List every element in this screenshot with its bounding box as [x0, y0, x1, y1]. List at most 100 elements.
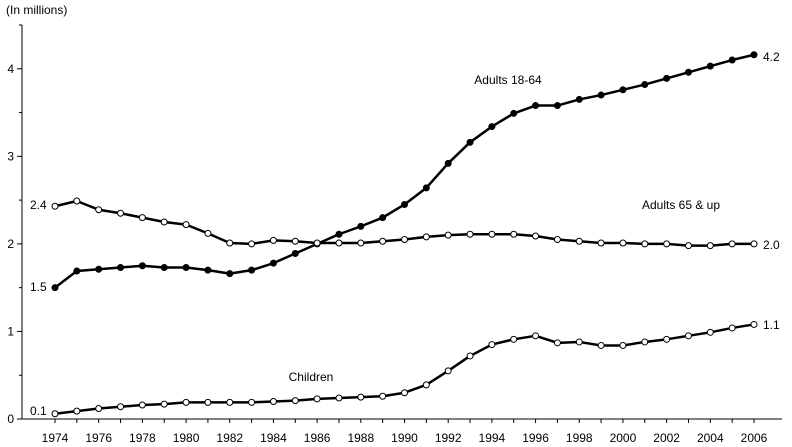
series-line-adults-18-64	[54, 53, 755, 289]
data-point-adults-65-up	[553, 236, 561, 244]
data-point-children	[553, 339, 561, 347]
y-tick-label: 1	[7, 324, 14, 338]
series-label-adults-18-64: Adults 18-64	[474, 73, 542, 87]
data-point-adults-65-up	[95, 206, 103, 214]
series-lines	[54, 53, 755, 415]
data-point-children	[269, 397, 277, 405]
tick-labels: 0 1 2 3 4 1974 1976 1978 1980 1982 1984 1986 1988 199…	[7, 62, 767, 445]
y-axis-label: (In millions)	[6, 3, 67, 17]
data-point-adults-18-64	[182, 264, 190, 272]
axes	[17, 24, 782, 423]
y-tick-label: 3	[7, 149, 14, 163]
data-point-adults-18-64	[138, 262, 146, 270]
data-point-adults-65-up	[488, 230, 496, 238]
x-tick-label: 1992	[435, 431, 462, 445]
data-point-children	[444, 367, 452, 375]
data-point-children	[532, 332, 540, 340]
data-point-adults-18-64	[204, 266, 212, 274]
data-point-adults-18-64	[684, 68, 692, 76]
x-tick-label: 1990	[391, 431, 418, 445]
data-point-adults-18-64	[488, 123, 496, 131]
data-point-adults-65-up	[619, 239, 627, 247]
end-value-label: 4.2	[763, 50, 780, 64]
data-point-adults-18-64	[575, 95, 583, 103]
x-tick-label: 1998	[566, 431, 593, 445]
data-point-adults-65-up	[728, 240, 736, 248]
x-tick-label: 1996	[522, 431, 549, 445]
data-point-adults-65-up	[510, 230, 518, 238]
data-point-adults-65-up	[379, 237, 387, 245]
x-tick-label: 1994	[479, 431, 506, 445]
data-point-adults-65-up	[160, 218, 168, 226]
data-point-adults-65-up	[182, 221, 190, 229]
data-point-adults-18-64	[291, 250, 299, 258]
x-tick-label: 2000	[610, 431, 637, 445]
data-point-children	[291, 397, 299, 405]
data-point-adults-18-64	[444, 159, 452, 167]
data-point-adults-18-64	[248, 266, 256, 274]
data-point-adults-65-up	[663, 240, 671, 248]
data-point-children	[95, 404, 103, 412]
series-line-children	[54, 323, 755, 415]
y-tick-label: 4	[7, 62, 14, 76]
data-point-adults-18-64	[597, 91, 605, 99]
data-point-children	[750, 320, 758, 328]
data-point-adults-65-up	[51, 202, 59, 210]
data-point-adults-65-up	[357, 239, 365, 247]
series-label-children: Children	[289, 370, 334, 384]
data-point-adults-65-up	[117, 209, 125, 217]
y-tick-label: 2	[7, 237, 14, 251]
data-point-adults-65-up	[291, 237, 299, 245]
data-point-adults-65-up	[575, 237, 583, 245]
series-markers	[51, 51, 758, 418]
data-point-children	[51, 410, 59, 418]
data-point-children	[619, 341, 627, 349]
data-point-adults-65-up	[226, 239, 234, 247]
data-point-adults-65-up	[248, 240, 256, 248]
data-point-adults-65-up	[138, 214, 146, 222]
data-point-adults-18-64	[553, 102, 561, 110]
data-point-children	[204, 398, 212, 406]
data-point-children	[684, 332, 692, 340]
series-label-adults-65-up: Adults 65 & up	[642, 198, 720, 212]
x-tick-label: 2006	[741, 431, 768, 445]
data-point-adults-65-up	[313, 239, 321, 247]
x-tick-label: 2004	[697, 431, 724, 445]
data-point-adults-18-64	[73, 267, 81, 275]
data-point-adults-65-up	[706, 242, 714, 250]
data-point-adults-65-up	[444, 231, 452, 239]
data-point-adults-65-up	[750, 240, 758, 248]
data-point-adults-18-64	[663, 74, 671, 82]
x-tick-label: 1988	[347, 431, 374, 445]
data-point-children	[422, 381, 430, 389]
data-point-children	[335, 394, 343, 402]
data-point-adults-18-64	[357, 222, 365, 230]
y-tick-label: 0	[7, 412, 14, 426]
data-point-children	[488, 341, 496, 349]
data-point-children	[182, 398, 190, 406]
data-point-adults-18-64	[641, 81, 649, 89]
x-tick-label: 1980	[173, 431, 200, 445]
data-point-children	[641, 338, 649, 346]
data-point-adults-18-64	[51, 284, 59, 292]
data-point-children	[313, 395, 321, 403]
data-point-adults-18-64	[335, 230, 343, 238]
data-point-adults-65-up	[335, 239, 343, 247]
data-point-adults-65-up	[532, 232, 540, 240]
data-point-adults-65-up	[73, 197, 81, 205]
data-point-adults-18-64	[269, 259, 277, 267]
x-tick-label: 1978	[129, 431, 156, 445]
data-point-children	[466, 352, 474, 360]
data-point-adults-65-up	[597, 239, 605, 247]
data-point-adults-18-64	[706, 62, 714, 70]
data-point-children	[706, 328, 714, 336]
data-point-adults-18-64	[117, 264, 125, 272]
data-point-adults-65-up	[641, 240, 649, 248]
data-point-adults-65-up	[269, 236, 277, 244]
data-point-adults-18-64	[379, 214, 387, 222]
data-point-adults-18-64	[510, 109, 518, 117]
data-point-adults-65-up	[684, 242, 692, 250]
data-point-adults-18-64	[160, 264, 168, 272]
data-point-adults-18-64	[226, 270, 234, 278]
